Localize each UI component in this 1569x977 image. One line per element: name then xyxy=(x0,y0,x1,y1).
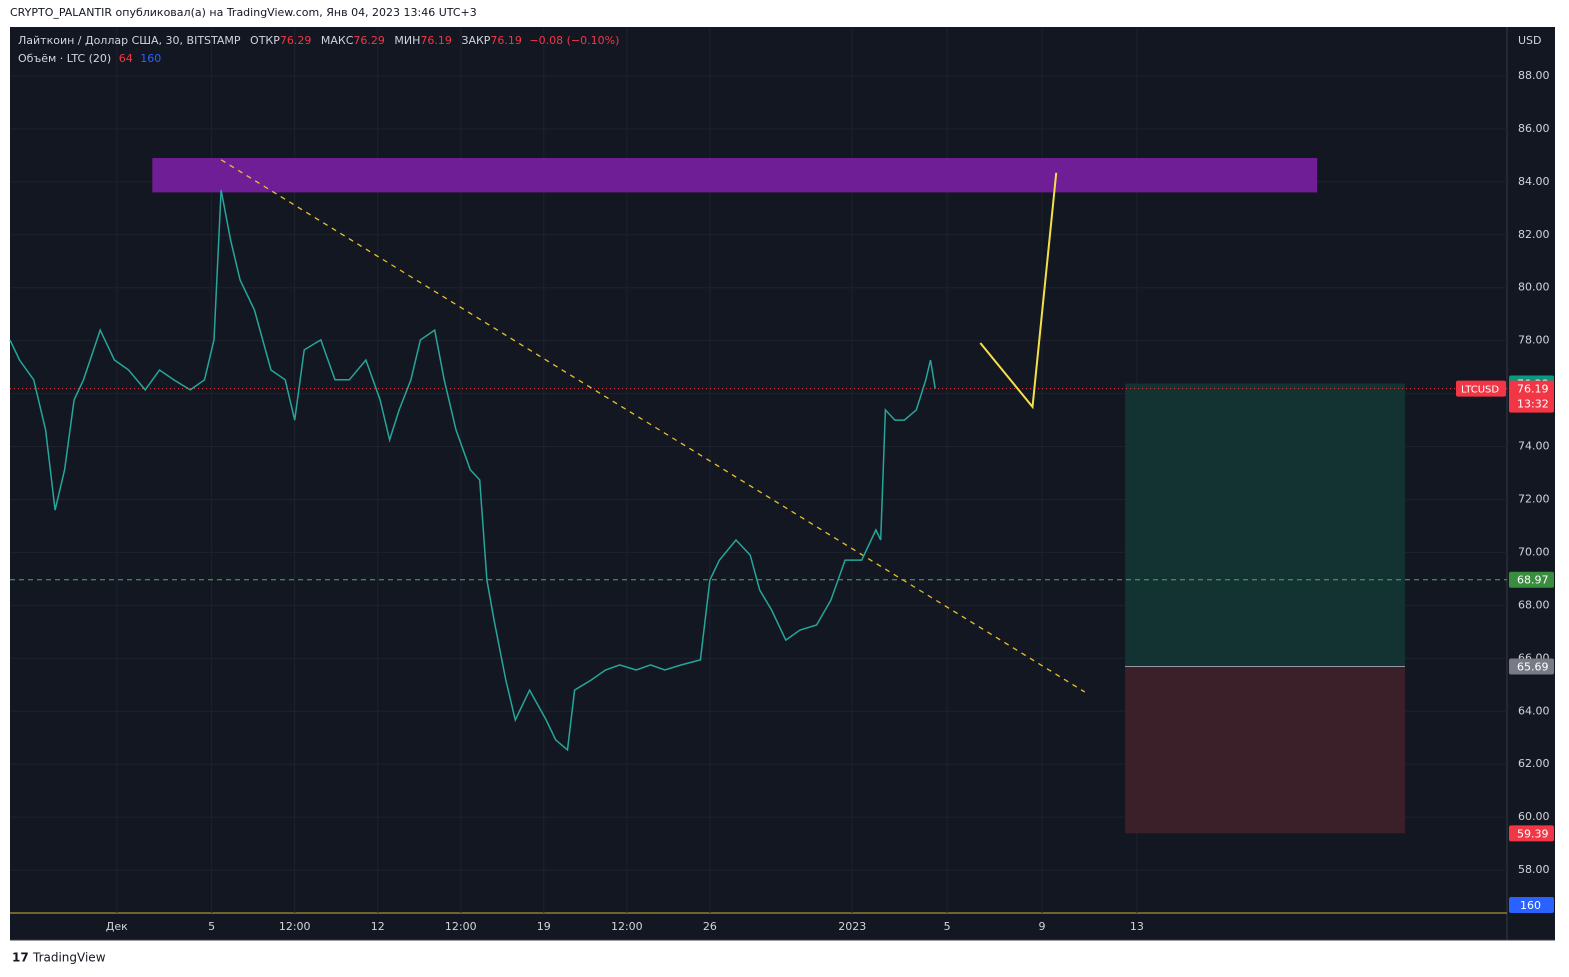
target-badge: 65.69 xyxy=(1517,661,1549,674)
volume-ma: 160 xyxy=(140,52,161,65)
y-tick-label: 58.00 xyxy=(1518,863,1550,876)
annotations xyxy=(10,157,1507,834)
y-tick-label: 80.00 xyxy=(1518,281,1550,294)
legend-open: 76.29 xyxy=(280,34,312,47)
countdown: 13:32 xyxy=(1517,398,1549,411)
volume-value: 64 xyxy=(119,52,133,65)
last-price: 76.19 xyxy=(1517,383,1549,396)
x-tick-label: 12:00 xyxy=(611,920,643,933)
legend-change: −0.08 (−0.10%) xyxy=(529,34,619,47)
y-tick-label: 72.00 xyxy=(1518,492,1550,505)
x-tick-label: 2023 xyxy=(838,920,866,933)
x-tick-label: 19 xyxy=(537,920,551,933)
stop-badge: 59.39 xyxy=(1517,827,1549,840)
logo: 17 TradingView xyxy=(12,951,106,965)
legend-close: 76.19 xyxy=(490,34,522,47)
legend-open-label: ОТКР xyxy=(250,34,280,47)
plot xyxy=(9,189,936,752)
y-tick-label: 62.00 xyxy=(1518,757,1550,770)
y-tick-label: 70.00 xyxy=(1518,545,1550,558)
x-tick-label: 12:00 xyxy=(445,920,477,933)
volume-label: Объём · LTC (20) xyxy=(18,52,111,65)
x-tick-label: 5 xyxy=(944,920,951,933)
projection-path xyxy=(979,172,1058,410)
y-tick-label: 78.00 xyxy=(1518,334,1550,347)
logo-mark: 17 xyxy=(12,951,29,965)
legend-main: Лайткоин / Доллар США, 30, BITSTAMP ОТКР… xyxy=(18,34,619,47)
volume-ma-bg xyxy=(1509,897,1554,913)
symbol-bg xyxy=(1456,380,1506,397)
legend-high-label: МАКС xyxy=(321,34,354,47)
symbol-label: LTCUSD xyxy=(1461,385,1499,396)
resistance-zone xyxy=(152,157,1318,193)
legend-low-label: МИН xyxy=(394,34,420,47)
volume-ma-badge: 160 xyxy=(1520,899,1541,912)
legend-low: 76.19 xyxy=(420,34,452,47)
publisher-line: CRYPTO_PALANTIR опубликовал(а) на Tradin… xyxy=(10,6,477,19)
last-price-bg xyxy=(1509,380,1554,413)
legend-volume: Объём · LTC (20) 64 160 xyxy=(18,52,161,65)
level-badge-bg xyxy=(1509,571,1554,588)
currency-label: USD xyxy=(1518,34,1542,47)
legend-symbol: Лайткоин / Доллар США, 30, BITSTAMP xyxy=(18,34,241,47)
y-tick-label: 60.00 xyxy=(1518,810,1550,823)
x-tick-label: 13 xyxy=(1130,920,1144,933)
x-tick-label: 26 xyxy=(703,920,717,933)
logo-text: TradingView xyxy=(32,951,106,965)
legend-close-label: ЗАКР xyxy=(461,34,490,47)
y-tick-label: 64.00 xyxy=(1518,704,1550,717)
x-tick-label: 12:00 xyxy=(279,920,311,933)
level-badge: 68.97 xyxy=(1517,574,1549,587)
profit-zone xyxy=(1125,383,1405,667)
x-tick-label: 5 xyxy=(208,920,215,933)
y-tick-label: 84.00 xyxy=(1518,175,1550,188)
price-line xyxy=(9,189,936,752)
y-tick-label: 86.00 xyxy=(1518,122,1550,135)
y-tick-label: 68.00 xyxy=(1518,598,1550,611)
x-tick-label: 9 xyxy=(1039,920,1046,933)
x-tick-label: 12 xyxy=(371,920,385,933)
x-tick-label: Дек xyxy=(106,920,128,933)
y-tick-label: 74.00 xyxy=(1518,440,1550,453)
y-tick-label: 82.00 xyxy=(1518,228,1550,241)
loss-zone xyxy=(1125,666,1405,834)
stop-badge-bg xyxy=(1509,825,1554,842)
axes: 58.0060.0062.0064.0066.0068.0070.0072.00… xyxy=(106,69,1554,933)
y-tick-label: 88.00 xyxy=(1518,69,1550,82)
target-badge-bg xyxy=(1509,658,1554,675)
legend-high: 76.29 xyxy=(353,34,385,47)
